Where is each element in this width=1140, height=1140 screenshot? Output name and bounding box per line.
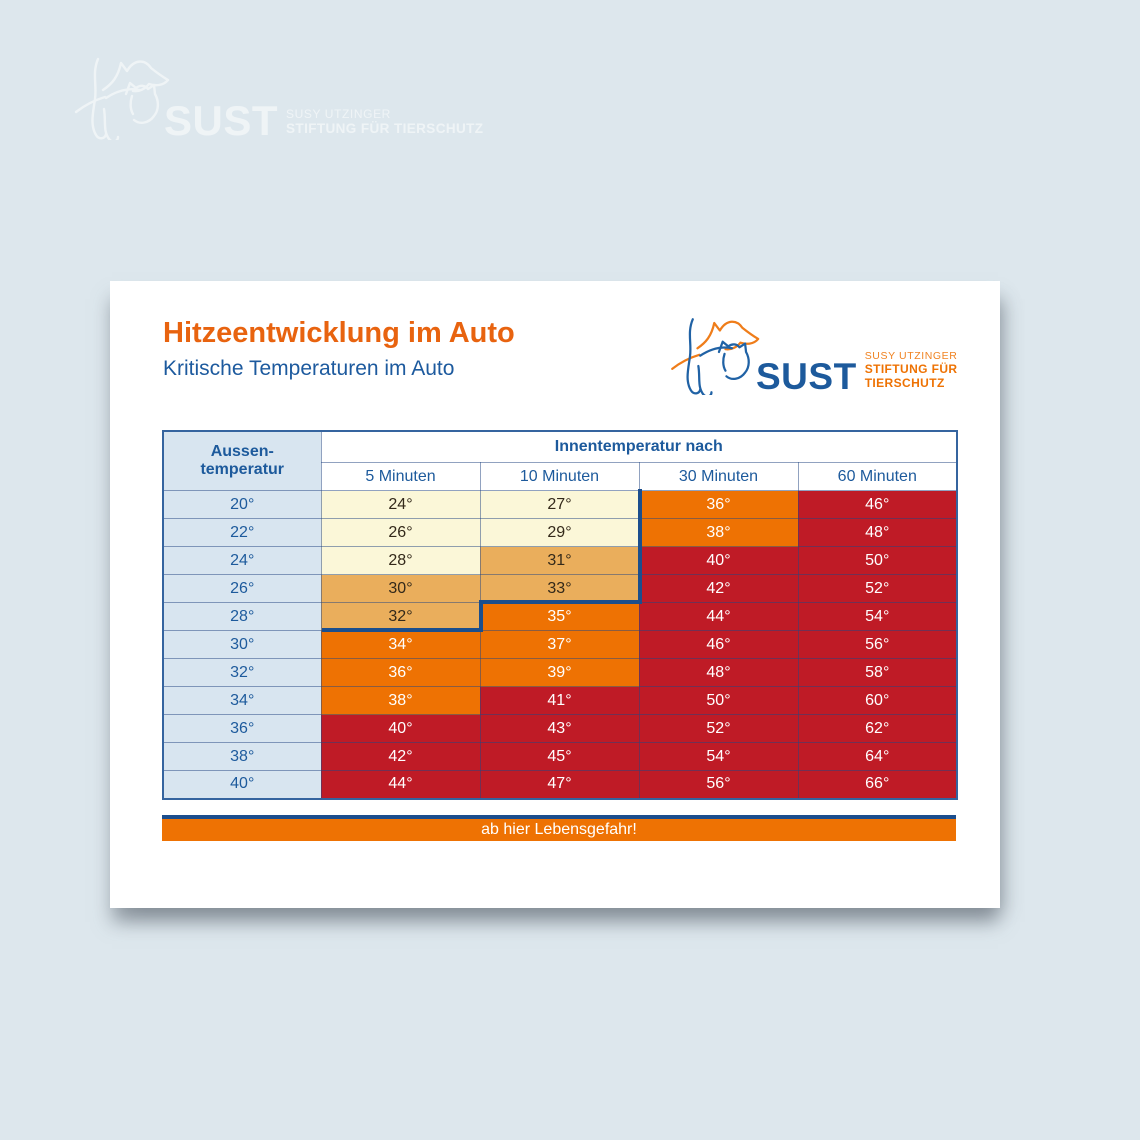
inside-temp-cell: 27° (479, 490, 640, 519)
table-row: 40° 44° 47° 56° 66° (162, 770, 958, 799)
inside-temp-cell: 39° (479, 658, 640, 687)
heat-table-body: 20° 24° 27° 36° 46° 22° 26° 29° 38° 48° 24° 28° 31° 4… (162, 490, 958, 799)
inside-temp-cell: 56° (797, 630, 958, 659)
brand-line2: STIFTUNG FÜR TIERSCHUTZ (864, 362, 958, 390)
inside-temp-cell: 62° (797, 714, 958, 743)
inside-temp-cell: 40° (320, 714, 481, 743)
inside-temp-cell: 46° (638, 630, 799, 659)
inside-temp-cell: 38° (638, 518, 799, 547)
inside-temp-cell: 31° (479, 546, 640, 575)
inside-temp-cell: 32° (320, 602, 481, 631)
inside-temp-cell: 40° (638, 546, 799, 575)
sust-animals-logo-icon (74, 57, 170, 140)
brand-line2: STIFTUNG FÜR TIERSCHUTZ (286, 121, 484, 136)
sust-animals-logo-icon (671, 318, 760, 395)
page-subtitle: Kritische Temperaturen im Auto (163, 357, 455, 380)
outside-temp-cell: 28° (162, 602, 322, 631)
inside-temp-cell: 44° (638, 602, 799, 631)
inside-temp-cell: 38° (320, 686, 481, 715)
inside-temp-cell: 29° (479, 518, 640, 547)
brand-wordmark: SUST (164, 97, 279, 145)
outside-temp-cell: 24° (162, 546, 322, 575)
table-row: 38° 42° 45° 54° 64° (162, 742, 958, 771)
heat-table: Aussen- temperatur Innentemperatur nach … (162, 430, 959, 800)
inside-temp-cell: 41° (479, 686, 640, 715)
inside-temp-cell: 58° (797, 658, 958, 687)
table-row: 22° 26° 29° 38° 48° (162, 518, 958, 547)
col-header-10min: 10 Minuten (479, 462, 640, 491)
row-axis-header: Aussen- temperatur (162, 430, 322, 491)
inside-temp-cell: 24° (320, 490, 481, 519)
inside-temp-cell: 44° (320, 770, 481, 799)
table-row: 28° 32° 35° 44° 54° (162, 602, 958, 631)
inside-temp-cell: 35° (479, 602, 640, 631)
outside-temp-cell: 38° (162, 742, 322, 771)
col-header-5min: 5 Minuten (320, 462, 481, 491)
outside-temp-cell: 22° (162, 518, 322, 547)
brand-line1: SUSY UTZINGER (864, 350, 958, 362)
outside-temp-cell: 20° (162, 490, 322, 519)
table-row: 34° 38° 41° 50° 60° (162, 686, 958, 715)
inside-temp-cell: 54° (638, 742, 799, 771)
inside-temp-cell: 48° (638, 658, 799, 687)
inside-temp-cell: 47° (479, 770, 640, 799)
inside-temp-cell: 28° (320, 546, 481, 575)
inside-temp-cell: 43° (479, 714, 640, 743)
inside-temp-cell: 36° (320, 658, 481, 687)
inside-temp-cell: 42° (320, 742, 481, 771)
inside-temp-cell: 46° (797, 490, 958, 519)
table-row: 36° 40° 43° 52° 62° (162, 714, 958, 743)
outside-temp-cell: 36° (162, 714, 322, 743)
inside-temp-cell: 48° (797, 518, 958, 547)
watermark-logo: SUST SUSY UTZINGER STIFTUNG FÜR TIERSCHU… (70, 48, 484, 145)
outside-temp-cell: 26° (162, 574, 322, 603)
flyer-card: Hitzeentwicklung im Auto Kritische Tempe… (110, 281, 1000, 908)
inside-temp-cell: 52° (797, 574, 958, 603)
table-row: 26° 30° 33° 42° 52° (162, 574, 958, 603)
inside-temp-cell: 64° (797, 742, 958, 771)
inside-temp-cell: 30° (320, 574, 481, 603)
inside-temp-cell: 26° (320, 518, 481, 547)
brand-wordmark: SUST (756, 356, 857, 398)
inside-temp-cell: 33° (479, 574, 640, 603)
inside-temp-cell: 36° (638, 490, 799, 519)
table-row: 30° 34° 37° 46° 56° (162, 630, 958, 659)
inside-temp-cell: 66° (797, 770, 958, 799)
inside-temp-cell: 42° (638, 574, 799, 603)
inside-temp-cell: 56° (638, 770, 799, 799)
brand-line1: SUSY UTZINGER (286, 107, 391, 121)
sust-logo: SUST SUSY UTZINGER STIFTUNG FÜR TIERSCHU… (666, 309, 1000, 395)
outside-temp-cell: 32° (162, 658, 322, 687)
outside-temp-cell: 30° (162, 630, 322, 659)
inside-temp-cell: 54° (797, 602, 958, 631)
inside-temp-cell: 45° (479, 742, 640, 771)
danger-bar: ab hier Lebensgefahr! (162, 815, 956, 841)
table-row: 20° 24° 27° 36° 46° (162, 490, 958, 519)
column-group-header: Innentemperatur nach (320, 430, 958, 463)
table-row: 24° 28° 31° 40° 50° (162, 546, 958, 575)
inside-temp-cell: 34° (320, 630, 481, 659)
outside-temp-cell: 34° (162, 686, 322, 715)
col-header-60min: 60 Minuten (797, 462, 958, 491)
inside-temp-cell: 37° (479, 630, 640, 659)
col-header-30min: 30 Minuten (638, 462, 799, 491)
page-title: Hitzeentwicklung im Auto (163, 317, 515, 349)
inside-temp-cell: 52° (638, 714, 799, 743)
heat-table-container: Aussen- temperatur Innentemperatur nach … (162, 430, 959, 800)
inside-temp-cell: 50° (638, 686, 799, 715)
outside-temp-cell: 40° (162, 770, 322, 799)
table-row: 32° 36° 39° 48° 58° (162, 658, 958, 687)
inside-temp-cell: 60° (797, 686, 958, 715)
inside-temp-cell: 50° (797, 546, 958, 575)
